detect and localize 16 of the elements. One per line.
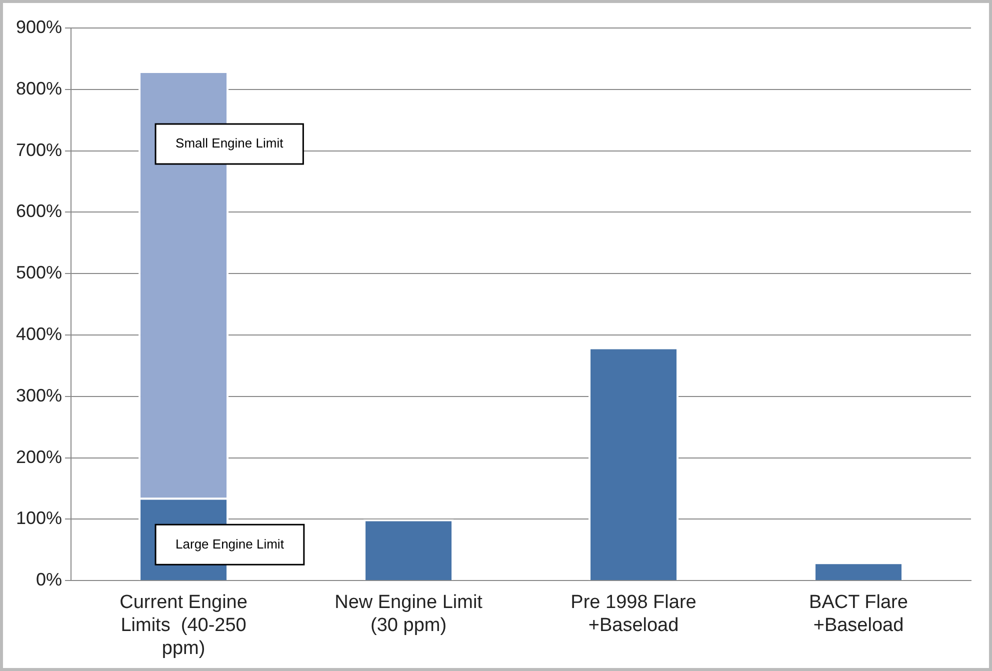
annotation: Large Engine Limit xyxy=(176,536,284,552)
x-tick-label: New Engine Limit (30 ppm) xyxy=(334,592,484,636)
y-tick-label: 300% xyxy=(16,385,62,406)
y-tick-label: 0% xyxy=(36,570,62,590)
y-tick-label: 600% xyxy=(16,201,62,222)
x-tick-label: Pre 1998 Flare +Baseload xyxy=(570,592,696,636)
y-tick-label: 100% xyxy=(16,508,62,528)
y-tick-label: 700% xyxy=(16,140,62,160)
x-tick-label: BACT Flare +Baseload xyxy=(809,592,908,636)
y-tick-label: 500% xyxy=(16,262,62,283)
y-tick-label: 200% xyxy=(16,446,62,467)
y-tick-label: 800% xyxy=(16,78,62,98)
y-tick-label: 400% xyxy=(16,324,62,344)
x-tick-label: Current Engine Limits (40-250 ppm) xyxy=(120,592,248,659)
annotation: Small Engine Limit xyxy=(176,136,284,151)
y-tick-label: 900% xyxy=(16,16,62,37)
